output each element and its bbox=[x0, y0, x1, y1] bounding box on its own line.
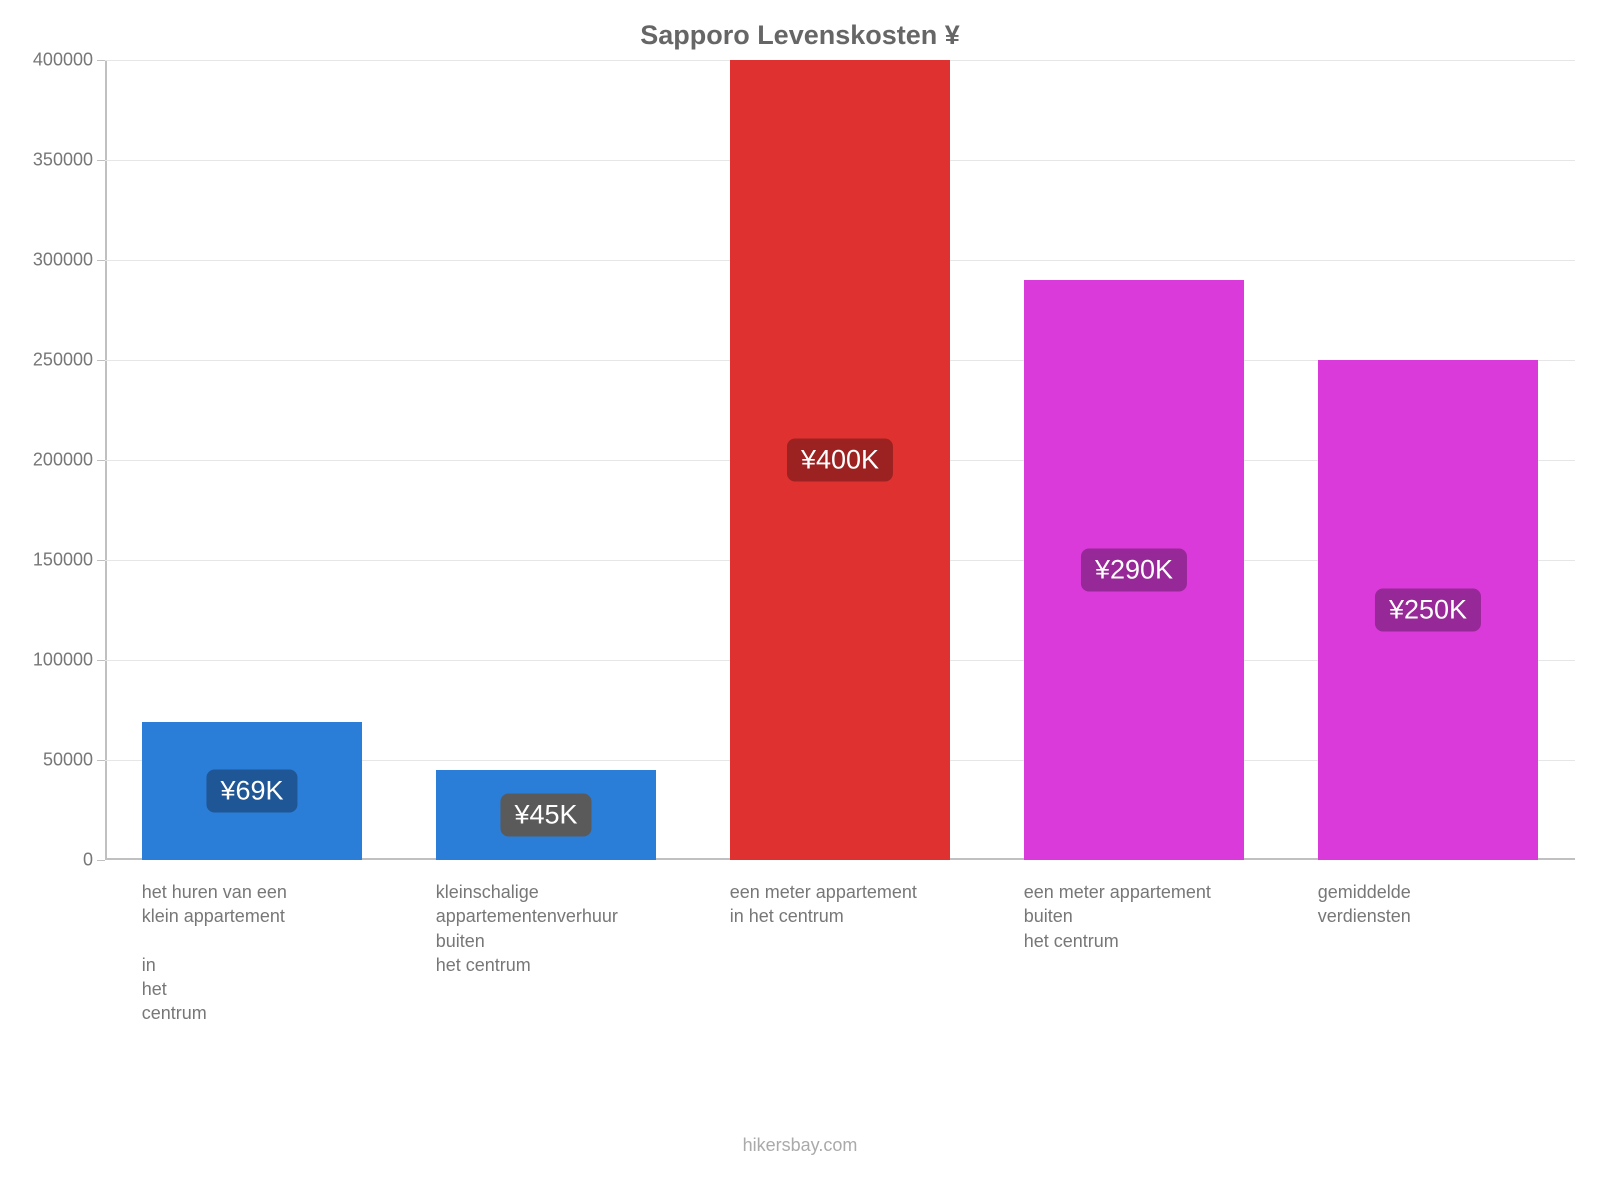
y-tick-mark bbox=[97, 60, 105, 61]
y-tick-mark bbox=[97, 460, 105, 461]
y-tick-label: 0 bbox=[83, 850, 93, 871]
value-badge: ¥69K bbox=[206, 770, 297, 813]
y-tick-mark bbox=[97, 160, 105, 161]
value-badge: ¥45K bbox=[500, 794, 591, 837]
y-tick-label: 150000 bbox=[33, 550, 93, 571]
x-category-label: kleinschaligeappartementenverhuurbuitenh… bbox=[436, 880, 687, 977]
plot-area: ¥69K ¥45K ¥400K ¥290K ¥250K bbox=[105, 60, 1575, 860]
y-tick-mark bbox=[97, 360, 105, 361]
y-tick-label: 250000 bbox=[33, 350, 93, 371]
value-badge: ¥400K bbox=[787, 439, 893, 482]
value-badge: ¥250K bbox=[1375, 589, 1481, 632]
y-tick-label: 350000 bbox=[33, 150, 93, 171]
y-tick-label: 400000 bbox=[33, 50, 93, 71]
y-tick-mark bbox=[97, 260, 105, 261]
x-category-label: gemiddeldeverdiensten bbox=[1318, 880, 1569, 929]
cost-of-living-chart: Sapporo Levenskosten ¥ ¥69K ¥45K ¥400K ¥290… bbox=[0, 0, 1600, 1200]
x-category-label: het huren van eenklein appartementinhetc… bbox=[142, 880, 393, 1026]
y-tick-mark bbox=[97, 760, 105, 761]
y-tick-label: 300000 bbox=[33, 250, 93, 271]
y-tick-label: 50000 bbox=[43, 750, 93, 771]
value-badge: ¥290K bbox=[1081, 549, 1187, 592]
y-tick-label: 200000 bbox=[33, 450, 93, 471]
y-tick-mark bbox=[97, 860, 105, 861]
y-tick-mark bbox=[97, 560, 105, 561]
chart-title: Sapporo Levenskosten ¥ bbox=[0, 20, 1600, 51]
y-tick-label: 100000 bbox=[33, 650, 93, 671]
y-tick-mark bbox=[97, 660, 105, 661]
x-category-label: een meter appartementin het centrum bbox=[730, 880, 981, 929]
chart-credit: hikersbay.com bbox=[0, 1135, 1600, 1156]
x-category-label: een meter appartementbuitenhet centrum bbox=[1024, 880, 1275, 953]
